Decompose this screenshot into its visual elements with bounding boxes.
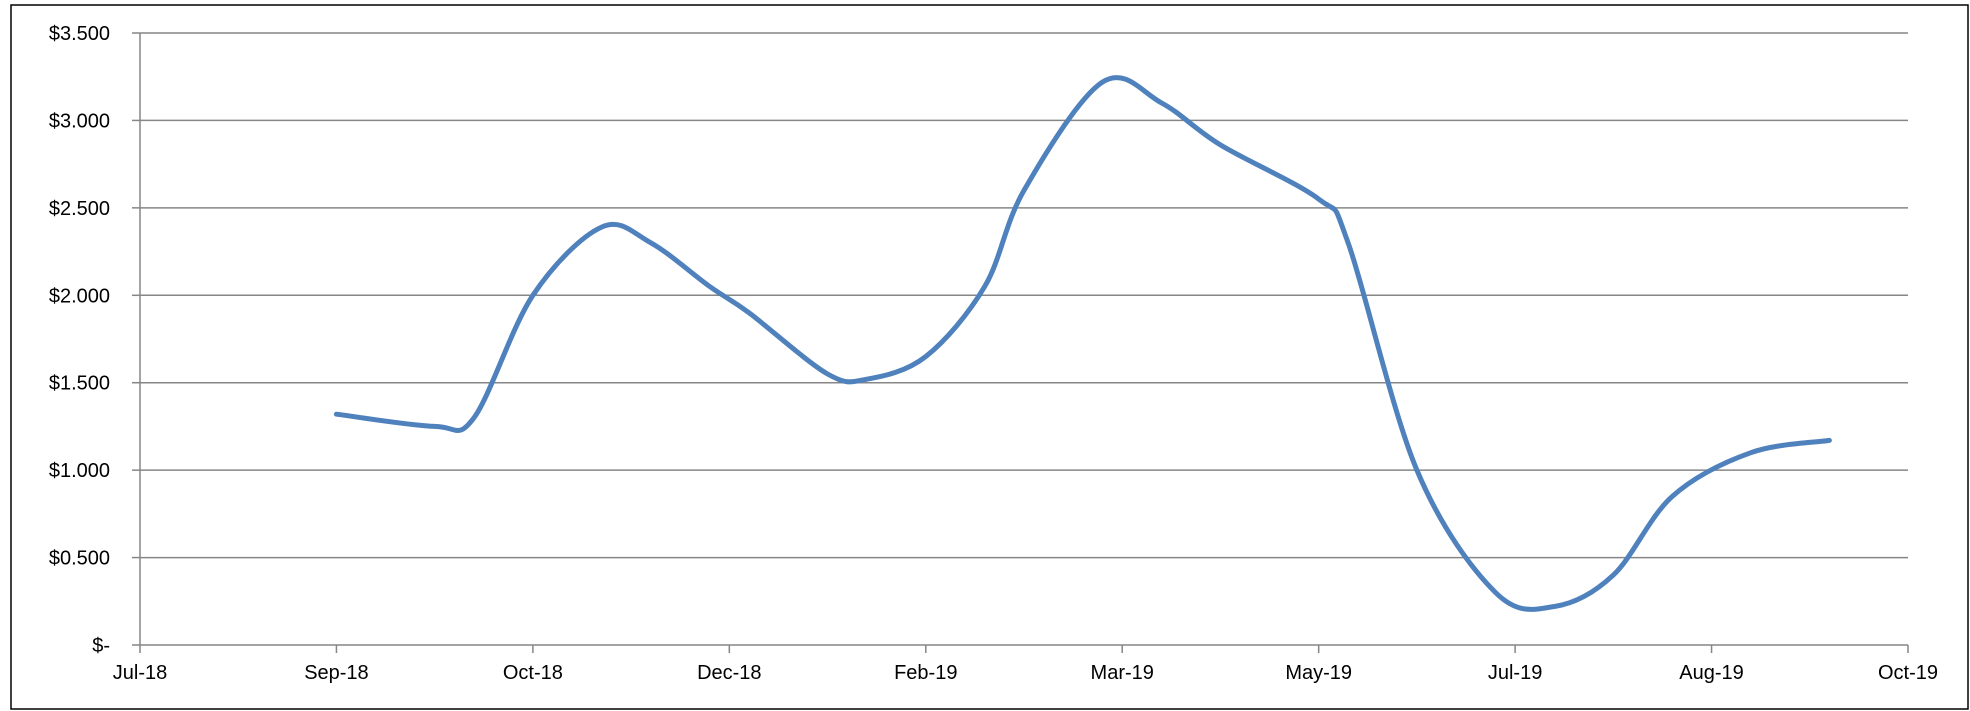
y-tick-label: $2.000 — [49, 285, 110, 307]
x-tick-label: Dec-18 — [697, 662, 761, 684]
x-tick-label: Jul-18 — [113, 662, 167, 684]
y-tick-label: $1.000 — [49, 460, 110, 482]
x-tick-label: Mar-19 — [1091, 662, 1154, 684]
y-tick-label: $3.000 — [49, 110, 110, 132]
y-tick-label: $0.500 — [49, 548, 110, 570]
chart-frame — [10, 4, 1969, 710]
y-tick-label: $3.500 — [49, 23, 110, 45]
y-tick-label: $1.500 — [49, 373, 110, 395]
y-gridlines — [140, 32, 1908, 559]
axes — [132, 32, 1909, 653]
series-line-0 — [333, 75, 1832, 612]
x-tick-label: Feb-19 — [894, 662, 957, 684]
x-tick-label: Oct-18 — [503, 662, 563, 684]
x-axis-tick-labels: Jul-18 Sep-18 Oct-18 Dec-18 Feb-19 Mar-19 May-… — [113, 662, 1938, 684]
x-tick-label: Aug-19 — [1679, 662, 1744, 684]
x-tick-label: Jul-19 — [1488, 662, 1542, 684]
x-tick-label: Sep-18 — [304, 662, 369, 684]
x-tick-label: May-19 — [1285, 662, 1352, 684]
y-tick-label: $- — [92, 635, 110, 657]
x-tick-label: Oct-19 — [1878, 662, 1938, 684]
series-layer — [333, 75, 1832, 612]
y-axis-tick-labels: $- $0.500 $1.000 $1.500 $2.000 $2.500 $3.000 $3… — [49, 23, 110, 657]
y-tick-label: $2.500 — [49, 198, 110, 220]
